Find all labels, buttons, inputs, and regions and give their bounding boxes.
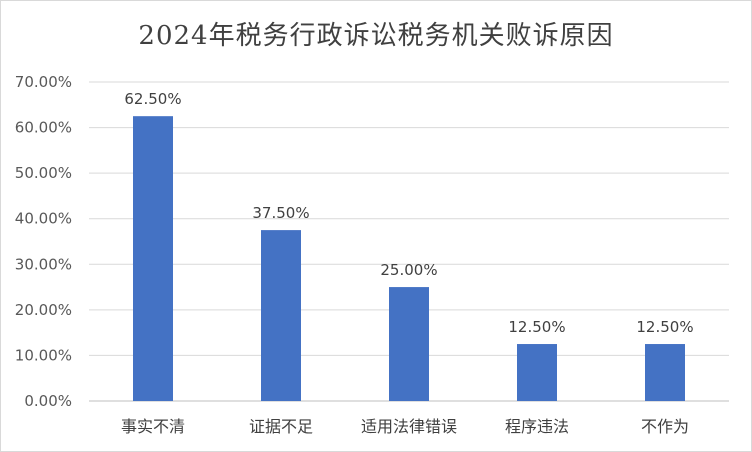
bar-value-label: 37.50% xyxy=(252,204,309,222)
bar-value-label: 25.00% xyxy=(380,261,437,279)
bar xyxy=(517,344,557,401)
y-tick-label: 60.00% xyxy=(15,119,72,137)
y-axis-ticks: 0.00% 10.00% 20.00% 30.00% 40.00% 50.00% 60.00… xyxy=(15,73,72,410)
y-tick-label: 20.00% xyxy=(15,301,72,319)
y-tick-label: 50.00% xyxy=(15,164,72,182)
bar xyxy=(389,287,429,401)
bar xyxy=(261,230,301,401)
y-tick-label: 40.00% xyxy=(15,210,72,228)
category-label: 程序违法 xyxy=(505,417,569,436)
category-label: 不作为 xyxy=(641,417,689,436)
x-axis-categories: 事实不清 证据不足 适用法律错误 程序违法 不作为 xyxy=(121,417,689,436)
bar-value-label: 62.50% xyxy=(124,90,181,108)
y-tick-label: 10.00% xyxy=(15,346,72,364)
y-tick-label: 0.00% xyxy=(24,392,72,410)
bar xyxy=(645,344,685,401)
y-tick-label: 70.00% xyxy=(15,73,72,91)
y-tick-label: 30.00% xyxy=(15,255,72,273)
bar xyxy=(133,116,173,401)
bar-value-label: 12.50% xyxy=(508,318,565,336)
category-label: 适用法律错误 xyxy=(361,417,457,436)
bar-value-label: 12.50% xyxy=(636,318,693,336)
bars xyxy=(133,116,685,401)
chart-title: 2024年税务行政诉讼税务机关败诉原因 xyxy=(138,21,614,51)
category-label: 证据不足 xyxy=(249,417,313,436)
category-label: 事实不清 xyxy=(121,417,185,436)
data-labels: 62.50% 37.50% 25.00% 12.50% 12.50% xyxy=(124,90,693,336)
